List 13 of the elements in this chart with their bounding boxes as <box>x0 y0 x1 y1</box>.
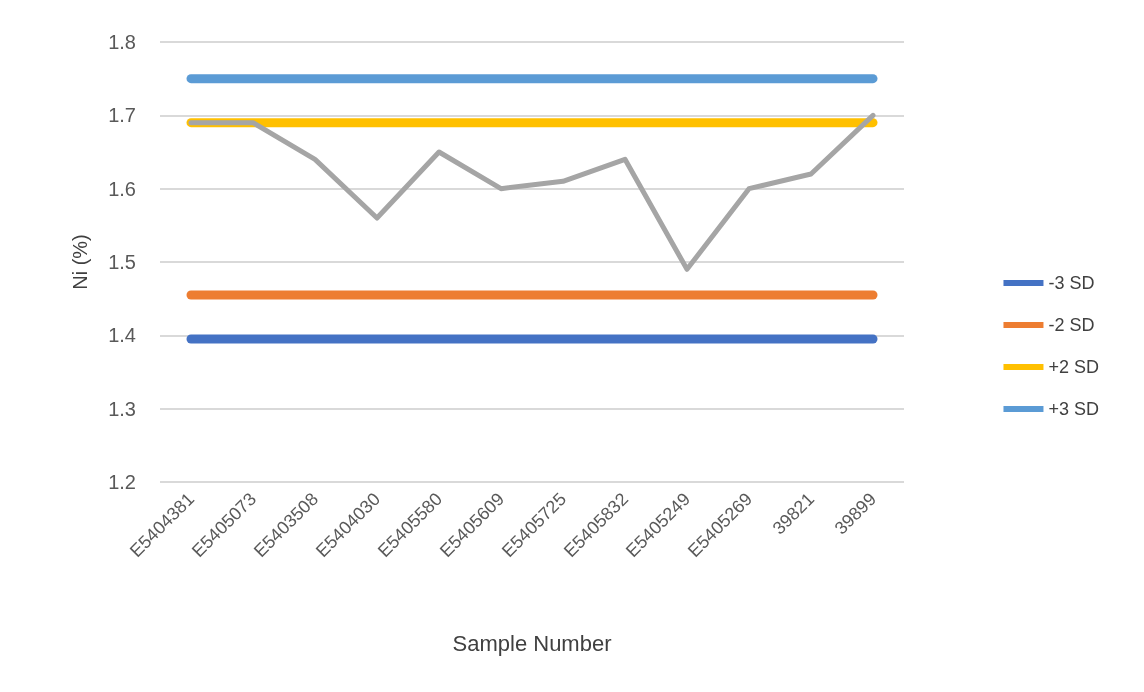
y-tick-label: 1.8 <box>108 31 136 53</box>
x-axis-title: Sample Number <box>452 630 612 656</box>
y-tick-label: 1.2 <box>108 471 136 493</box>
y-axis-title: Ni (%) <box>69 234 91 290</box>
y-tick-label: 1.5 <box>108 251 136 273</box>
y-tick-label: 1.6 <box>108 177 136 200</box>
legend-label: -2 SD <box>1048 315 1095 335</box>
legend-label: +3 SD <box>1048 399 1099 419</box>
legend-label: -3 SD <box>1048 273 1095 293</box>
legend-label: +2 SD <box>1048 357 1099 377</box>
y-tick-label: 1.7 <box>108 104 136 127</box>
y-tick-label: 1.4 <box>108 324 136 347</box>
y-tick-label: 1.3 <box>108 397 136 420</box>
